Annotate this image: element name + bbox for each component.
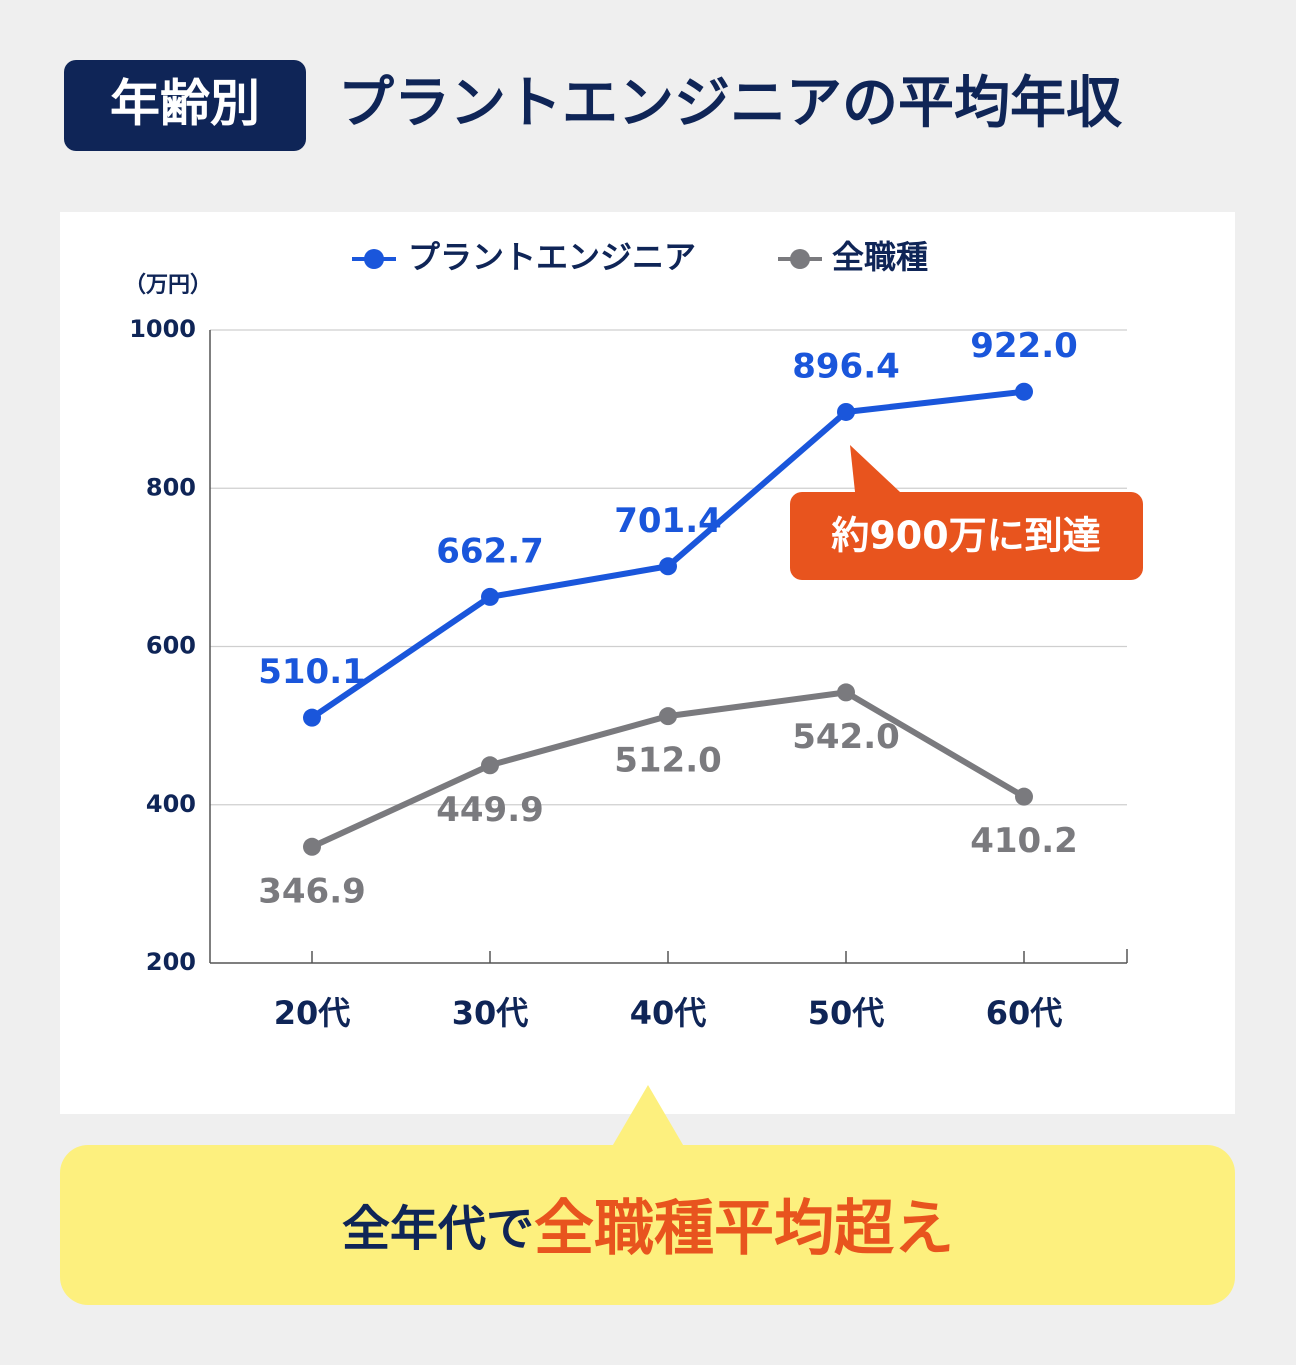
legend-marker <box>364 249 384 269</box>
data-label: 449.9 <box>436 790 544 830</box>
callout-emphasis: 全職種平均超え <box>534 1194 954 1264</box>
data-point <box>481 587 499 606</box>
data-point <box>837 402 855 421</box>
callout-lead: 全年代で <box>342 1201 534 1257</box>
y-unit: （万円） <box>124 273 212 298</box>
legend-marker <box>790 249 810 269</box>
annotation: 約900万に到達 <box>831 514 1100 558</box>
data-point <box>659 707 677 726</box>
callout: 全年代で全職種平均超え <box>342 1194 954 1264</box>
data-point <box>303 708 321 727</box>
data-label: 346.9 <box>258 871 366 911</box>
data-label: 510.1 <box>258 652 366 692</box>
chart-title: プラントエンジニアの平均年収 <box>338 71 1123 136</box>
annotation-pointer <box>850 445 900 492</box>
y-tick-label: 400 <box>146 790 196 818</box>
data-label: 512.0 <box>614 741 722 781</box>
y-tick-label: 800 <box>146 473 196 501</box>
data-point <box>303 837 321 856</box>
y-tick-label: 600 <box>146 632 196 660</box>
y-tick-label: 200 <box>146 948 196 976</box>
badge-box <box>64 60 306 151</box>
data-label: 701.4 <box>614 501 722 541</box>
data-point <box>659 557 677 576</box>
data-label: 896.4 <box>792 346 900 386</box>
y-tick-label: 1000 <box>129 315 196 343</box>
data-point <box>1015 787 1033 806</box>
legend-label: プラントエンジニア <box>408 238 696 276</box>
data-point <box>1015 382 1033 401</box>
callout-pointer <box>610 1085 686 1150</box>
data-label: 662.7 <box>436 531 544 571</box>
legend-label: 全職種 <box>832 238 928 276</box>
data-label: 922.0 <box>970 326 1078 366</box>
x-tick-label: 40代 <box>630 994 707 1032</box>
data-label: 410.2 <box>970 821 1078 861</box>
annotation-box <box>790 492 1143 580</box>
data-label: 542.0 <box>792 717 900 757</box>
x-tick-label: 60代 <box>986 994 1063 1032</box>
x-tick-label: 30代 <box>452 994 529 1032</box>
x-tick-label: 50代 <box>808 994 885 1032</box>
callout-box <box>60 1145 1235 1305</box>
x-tick-label: 20代 <box>274 994 351 1032</box>
badge: 年齢別 <box>110 75 260 133</box>
data-point <box>481 756 499 775</box>
plot: 200 400 600 800 1000 20代 30代 40代 50代 60代 510.1 662.… <box>129 238 1128 1032</box>
data-point <box>837 683 855 702</box>
